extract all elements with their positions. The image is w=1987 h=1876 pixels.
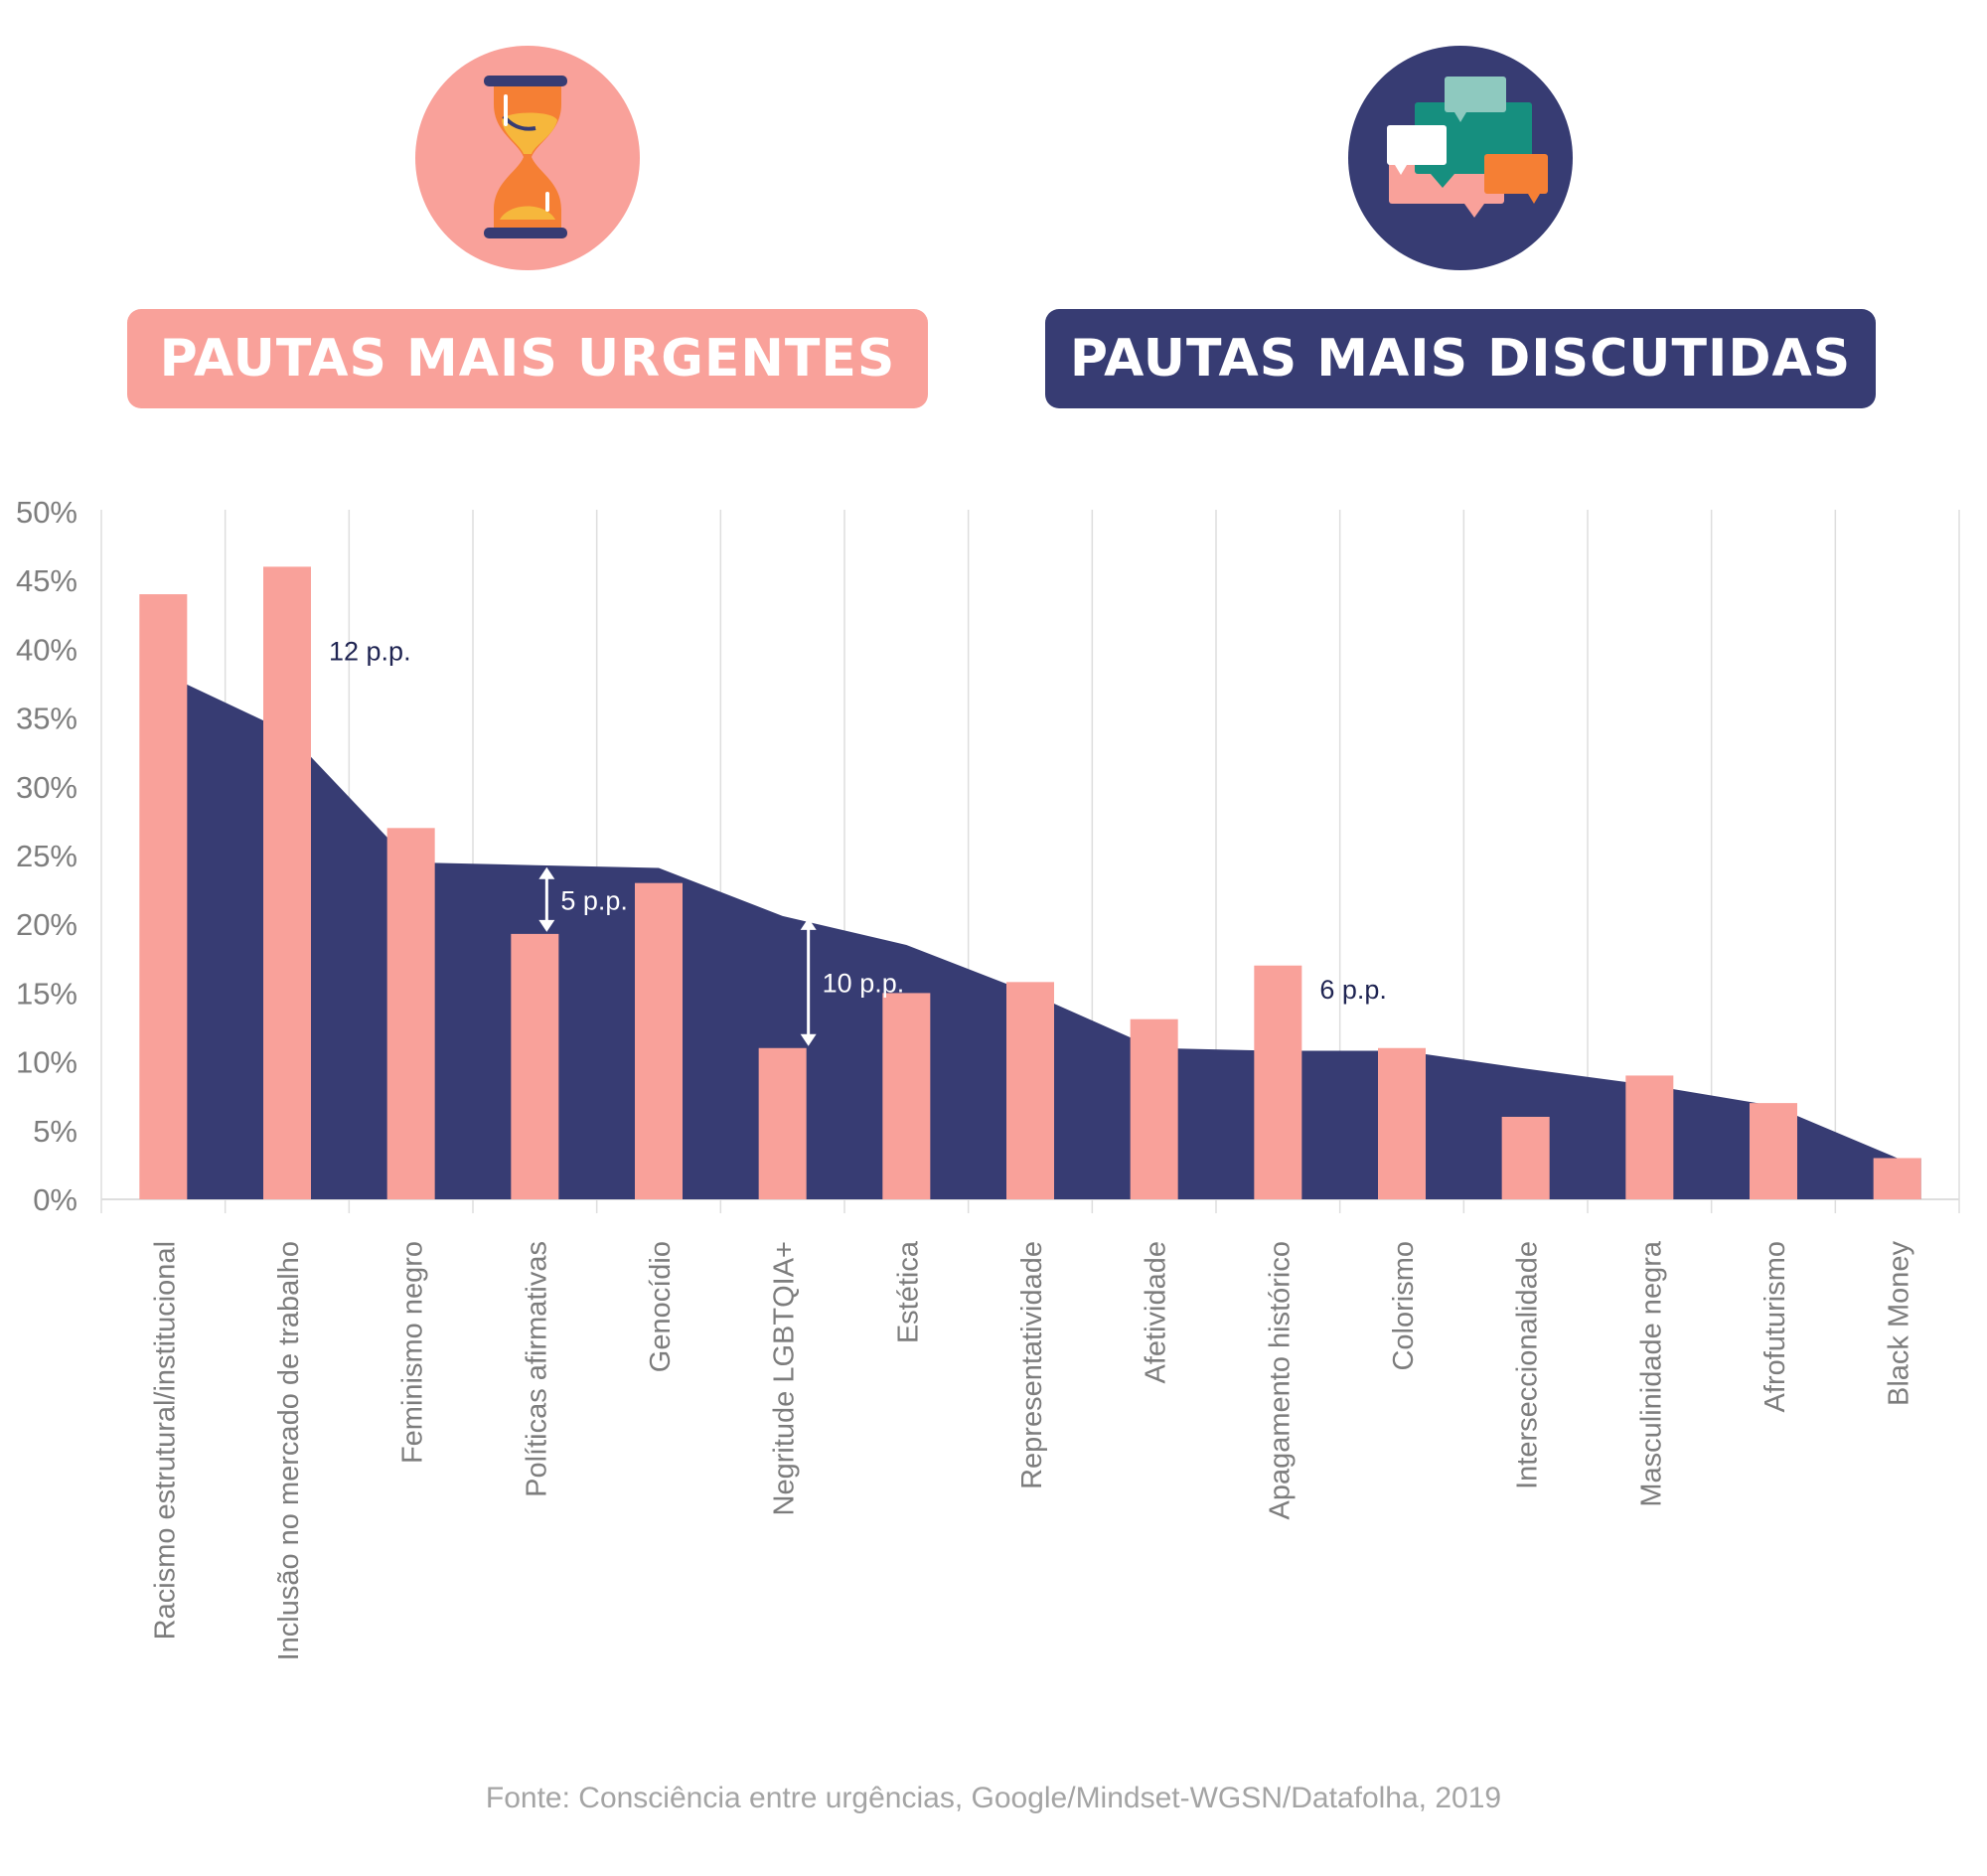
gap-annotation: 5 p.p. [560,885,628,915]
x-category-label: Apagamento histórico [1264,1241,1296,1520]
x-category-label: Genocídio [645,1241,677,1372]
speech-bubbles-icon [1348,46,1573,270]
y-tick-label: 15% [16,976,77,1011]
urgent-bar [758,1047,807,1199]
urgent-bar [1625,1075,1674,1199]
discussed-area [141,663,1921,1199]
x-category-label: Feminismo negro [397,1241,429,1464]
x-category-label: Estética [892,1240,924,1343]
source-note: Fonte: Consciência entre urgências, Goog… [485,1782,1502,1814]
gap-annotation: 10 p.p. [823,968,905,998]
urgent-bar [386,828,435,1199]
x-category-label: Afrofuturismo [1759,1241,1791,1412]
x-category-label: Políticas afirmativas [521,1241,552,1497]
gap-arrow-head [800,917,817,930]
x-category-label: Afetividade [1141,1241,1172,1384]
urgent-bar [1130,1018,1178,1199]
urgent-bar [263,566,311,1199]
urgent-bar [1254,965,1302,1199]
y-tick-label: 0% [33,1182,77,1217]
urgent-bar [1006,982,1054,1199]
discussed-topics-label: PAUTAS MAIS DISCUTIDAS [1045,309,1876,408]
y-tick-label: 30% [16,770,77,805]
topics-chart: 0% 5% 10% 15% 20% 25% 30% 35% 40% 45% 50% Racismo e… [16,495,1960,1660]
urgent-bar [635,882,683,1199]
urgent-bar [139,594,188,1199]
y-tick-label: 50% [16,495,77,530]
urgent-bar [1501,1116,1550,1199]
x-category-label: Masculinidade negra [1635,1240,1667,1506]
y-tick-label: 10% [16,1045,77,1080]
y-tick-label: 25% [16,839,77,873]
y-tick-label: 45% [16,563,77,598]
y-tick-label: 35% [16,702,77,736]
gap-arrow-head [538,919,555,932]
urgent-bar [511,933,559,1199]
gap-arrow-head [538,866,555,879]
urgent-bar [1750,1103,1797,1199]
gap-arrow-head [800,1033,817,1046]
urgent-bar [1378,1047,1426,1199]
x-category-label: Black Money [1884,1241,1915,1407]
x-category-label: Colorismo [1388,1241,1420,1371]
x-category-label: Interseccionalidade [1512,1241,1544,1489]
y-tick-label: 5% [33,1114,77,1149]
gap-annotation: 12 p.p. [329,636,411,666]
urgent-bar [882,993,931,1199]
urgent-bar [1873,1158,1921,1199]
x-category-label: Representatividade [1016,1241,1048,1489]
y-tick-label: 20% [16,907,77,942]
gap-annotation: 6 p.p. [1319,975,1387,1005]
x-category-label: Racismo estrutural/institucional [149,1241,181,1640]
hourglass-icon [415,46,640,270]
y-tick-label: 40% [16,632,77,667]
urgent-topics-label: PAUTAS MAIS URGENTES [127,309,928,408]
x-category-label: Negritude LGBTQIA+ [769,1241,801,1515]
x-category-label: Inclusão no mercado de trabalho [273,1241,305,1660]
